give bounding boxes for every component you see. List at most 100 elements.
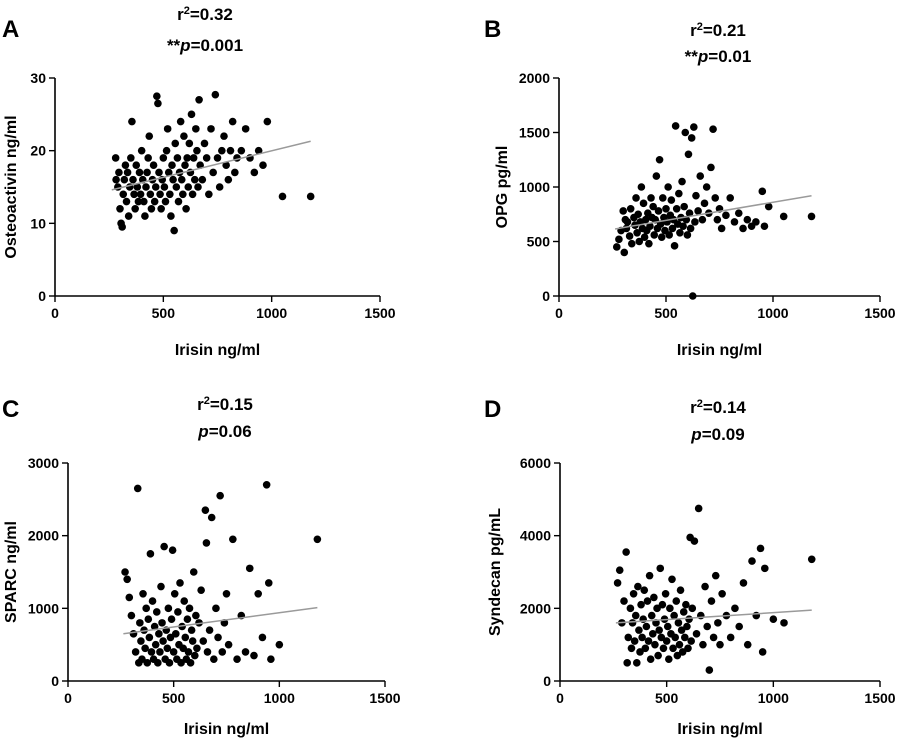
data-point	[622, 224, 631, 233]
y-tick-label: 0	[51, 673, 59, 689]
x-axis-title: Irisin ng/ml	[184, 721, 269, 738]
data-point	[250, 168, 259, 177]
data-point	[711, 194, 720, 202]
data-point	[654, 207, 663, 215]
data-point	[647, 611, 656, 620]
data-point	[675, 189, 683, 198]
data-point	[615, 566, 624, 574]
data-point	[203, 648, 212, 656]
data-point	[127, 154, 135, 162]
y-tick-label: 0	[38, 288, 46, 304]
data-point	[306, 192, 315, 201]
panel-c-letter: C	[2, 396, 19, 423]
data-point	[739, 224, 747, 233]
data-point	[672, 205, 681, 213]
data-point	[761, 564, 769, 573]
data-point	[760, 222, 769, 231]
data-point	[683, 231, 692, 239]
data-point	[620, 597, 628, 605]
data-point	[692, 629, 701, 638]
data-point	[709, 125, 717, 134]
x-tick-label: 500	[654, 305, 678, 321]
data-point	[701, 582, 709, 591]
data-point	[807, 555, 816, 564]
data-point	[123, 575, 131, 584]
data-point	[189, 568, 198, 576]
data-point	[676, 586, 685, 594]
data-point	[160, 183, 169, 191]
data-point	[735, 622, 743, 631]
data-point	[254, 146, 263, 155]
data-point	[250, 651, 258, 660]
panel-a-r2: r2=0.32	[177, 5, 233, 24]
data-point	[226, 146, 235, 155]
data-point	[167, 212, 175, 220]
data-point	[698, 215, 707, 224]
data-point	[136, 190, 145, 199]
data-point	[173, 154, 182, 162]
data-point	[634, 210, 642, 219]
data-point	[137, 637, 145, 645]
data-point	[665, 231, 674, 239]
data-point	[154, 659, 162, 667]
data-point	[634, 582, 642, 591]
panel-a: A r2=0.32 **p=0.001 0 500 1000 1500 0 10 20 30 I…	[2, 5, 396, 359]
data-point	[694, 504, 703, 513]
data-point	[685, 209, 694, 217]
trend-line	[614, 194, 812, 230]
data-point	[116, 205, 124, 213]
data-point	[177, 659, 185, 667]
data-point	[313, 535, 322, 544]
x-tick-label: 1000	[264, 690, 295, 706]
data-point	[267, 655, 275, 663]
data-point	[177, 175, 186, 184]
data-point	[636, 648, 644, 656]
data-point	[145, 633, 154, 642]
panel-b-r2: r2=0.21	[690, 21, 746, 40]
panel-a-letter: A	[2, 16, 19, 43]
data-point	[222, 590, 231, 598]
data-point	[667, 196, 676, 204]
data-point	[700, 199, 709, 208]
data-point	[635, 237, 644, 246]
data-point	[619, 207, 627, 215]
data-point	[686, 224, 695, 233]
y-tick-label: 2000	[519, 70, 550, 86]
data-point	[185, 604, 194, 613]
data-point	[134, 197, 143, 206]
data-point	[130, 190, 138, 199]
data-point	[628, 619, 637, 627]
data-point	[655, 155, 664, 164]
data-point	[156, 648, 164, 656]
data-point	[194, 183, 202, 191]
data-point	[668, 224, 677, 233]
data-point	[726, 194, 734, 202]
data-point	[632, 194, 640, 202]
data-point	[149, 161, 158, 169]
data-point	[670, 242, 679, 250]
panel-d-letter: D	[484, 396, 501, 423]
data-point	[139, 590, 147, 598]
data-point	[646, 655, 655, 663]
y-axis-title: Syndecan pg/mL	[487, 508, 504, 636]
data-point	[179, 644, 187, 653]
data-point	[198, 175, 207, 184]
data-point	[228, 117, 237, 126]
data-point	[687, 637, 695, 645]
x-axis-title: Irisin ng/ml	[677, 342, 762, 359]
data-point	[764, 202, 773, 211]
data-point	[166, 190, 174, 199]
panel-b-letter: B	[484, 16, 501, 43]
trend-line	[111, 140, 311, 191]
data-point	[180, 597, 189, 605]
data-point	[121, 568, 129, 576]
data-point	[684, 150, 693, 159]
data-point	[222, 161, 230, 169]
data-point	[169, 648, 178, 656]
x-tick-label: 500	[655, 690, 679, 706]
data-point	[140, 197, 148, 206]
data-point	[624, 633, 633, 642]
panel-b: B r2=0.21 **p=0.01 0 500 1000 1500 0 500 1000 1…	[484, 16, 896, 359]
data-point	[174, 608, 182, 616]
